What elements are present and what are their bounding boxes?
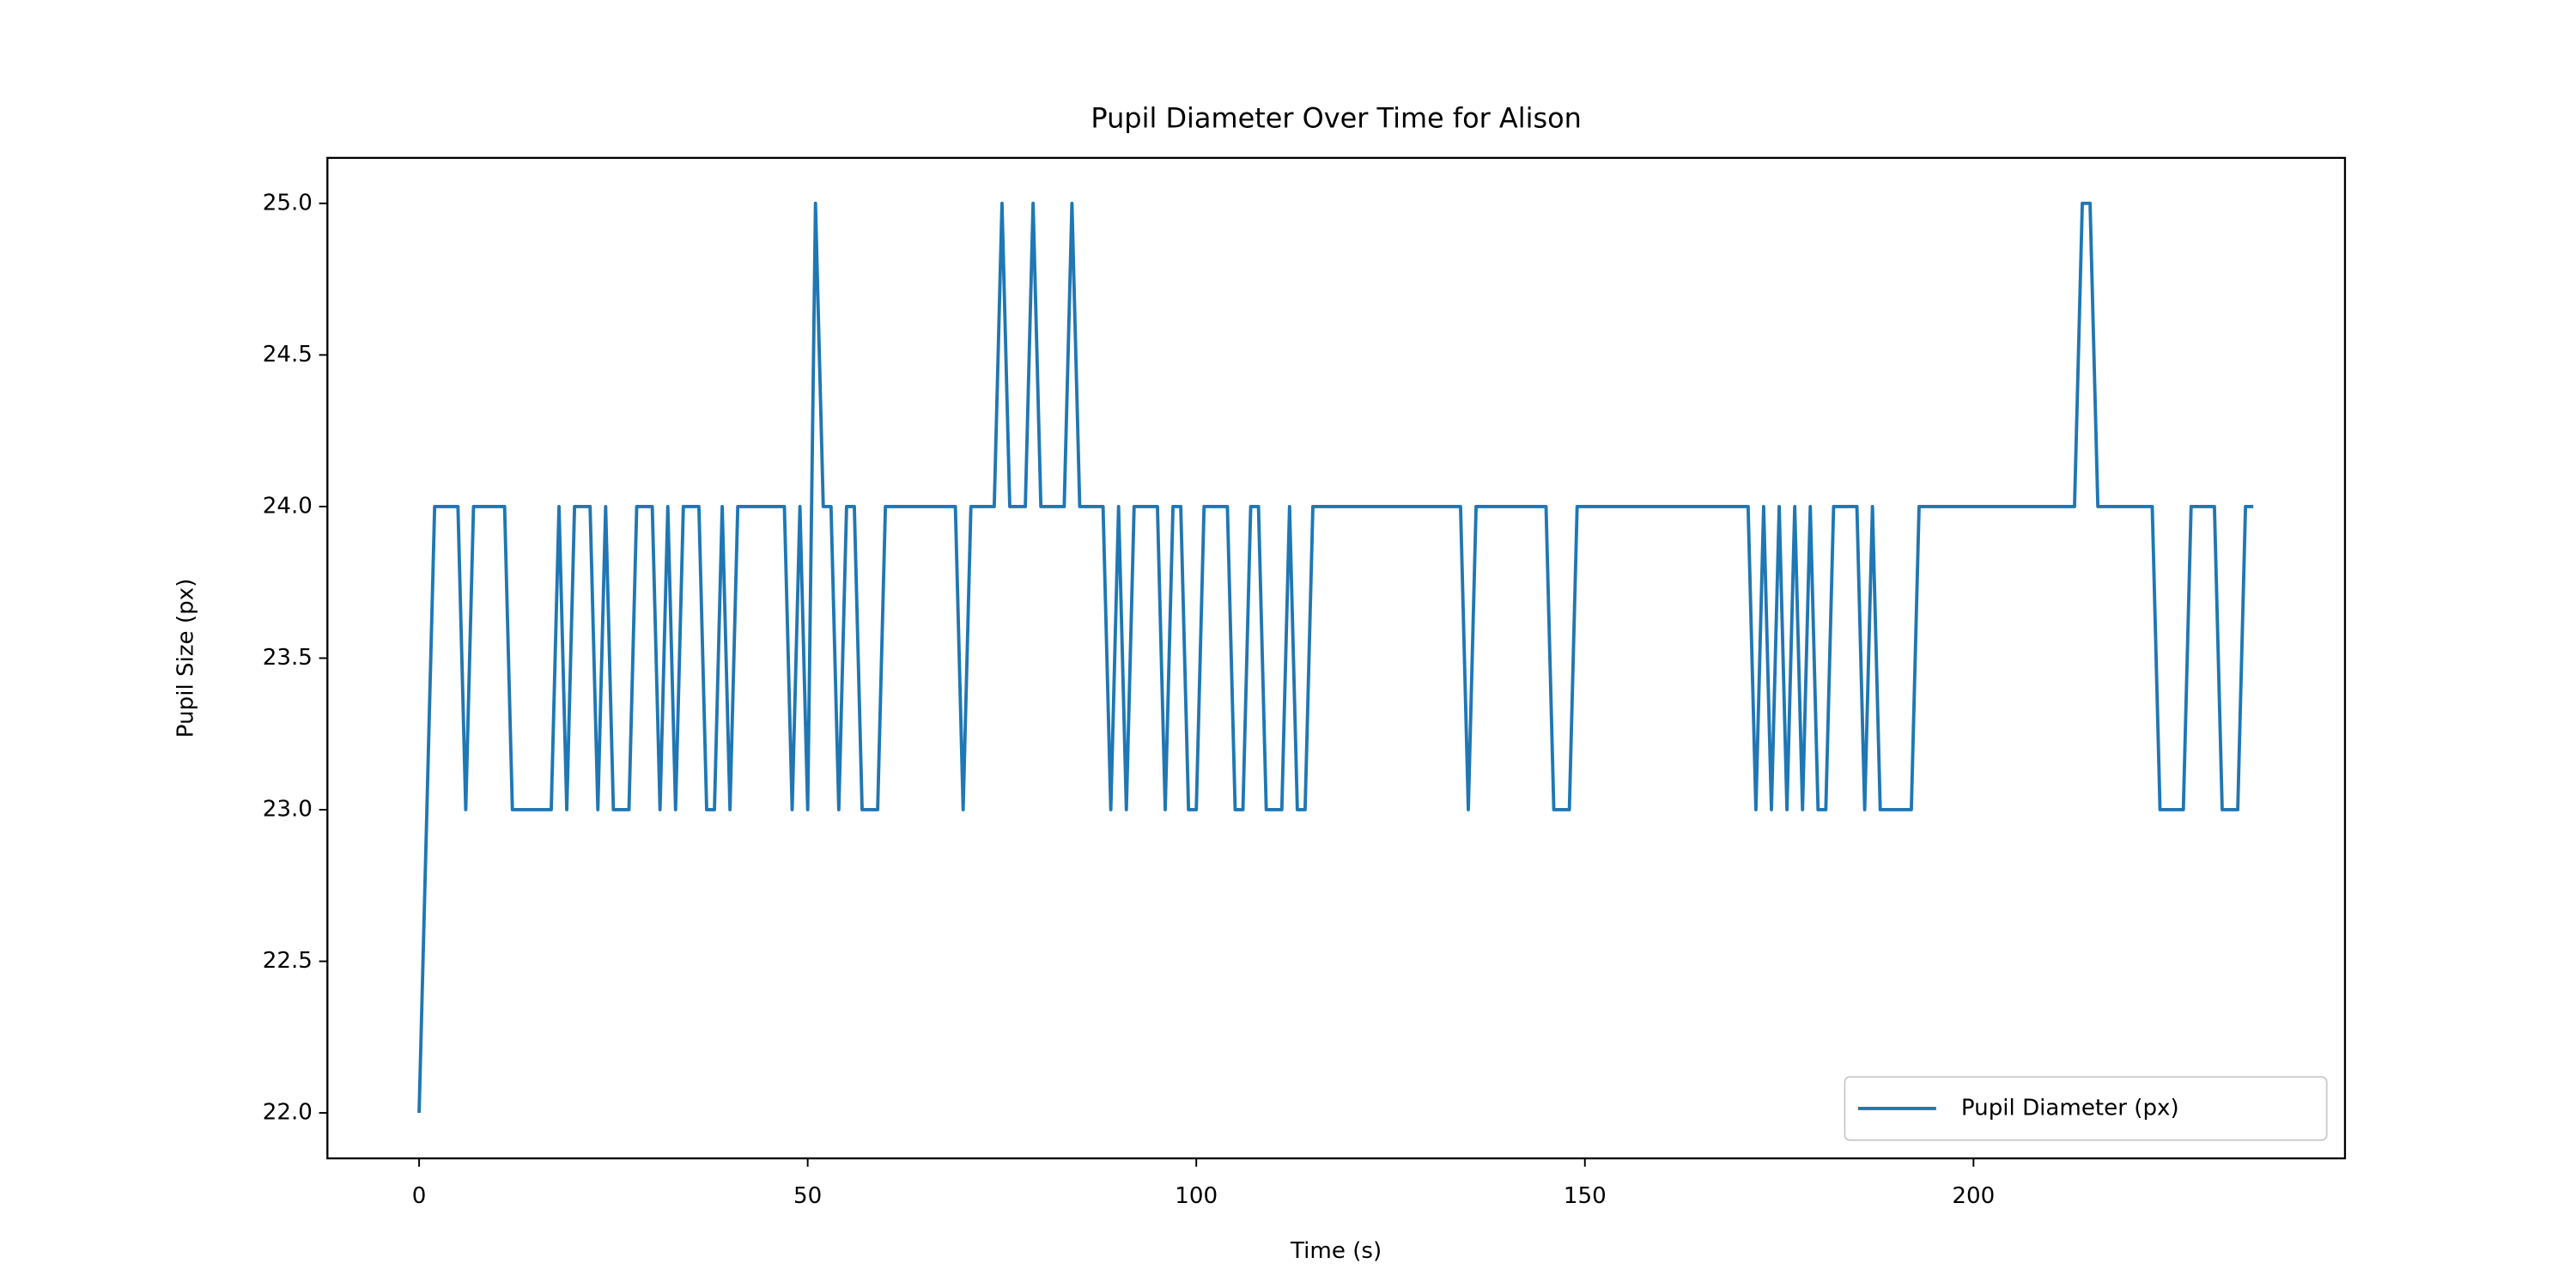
legend-box [1844,1076,2328,1141]
y-tick-label: 25.0 [263,190,313,216]
y-tick-label: 24.0 [263,493,313,519]
x-tick-label: 150 [1564,1183,1607,1209]
chart-title: Pupil Diameter Over Time for Alison [1091,101,1581,134]
y-tick-label: 23.0 [263,796,313,822]
data-line [417,201,2254,1114]
x-tick-label: 50 [793,1183,822,1209]
y-tick-label: 22.0 [263,1100,313,1126]
y-axis-label: Pupil Size (px) [173,579,198,738]
legend-label: Pupil Diameter (px) [1961,1095,2179,1121]
x-axis-label: Time (s) [1290,1238,1382,1264]
y-tick-label: 24.5 [263,342,313,368]
y-tick-label: 23.5 [263,645,313,671]
y-tick-label: 22.5 [263,948,313,974]
x-tick-label: 200 [1952,1183,1995,1209]
x-tick-label: 100 [1175,1183,1218,1209]
plot-frame [326,156,2347,1160]
x-tick-label: 0 [412,1183,427,1209]
